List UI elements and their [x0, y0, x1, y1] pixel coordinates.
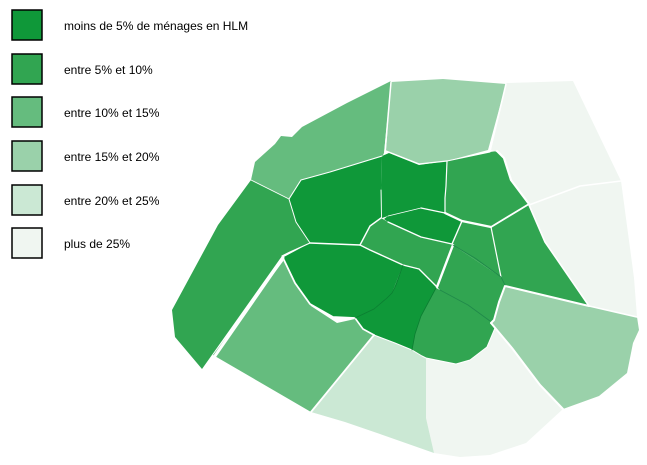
svg-text:entre 15% et 20%: entre 15% et 20% [64, 150, 160, 164]
svg-text:plus de 25%: plus de 25% [64, 237, 130, 251]
svg-text:moins de 5% de ménages en HLM: moins de 5% de ménages en HLM [64, 19, 248, 33]
svg-text:entre 5% et 10%: entre 5% et 10% [64, 63, 153, 77]
svg-text:entre 10% et 15%: entre 10% et 15% [64, 106, 160, 120]
svg-text:entre 20% et 25%: entre 20% et 25% [64, 194, 160, 208]
